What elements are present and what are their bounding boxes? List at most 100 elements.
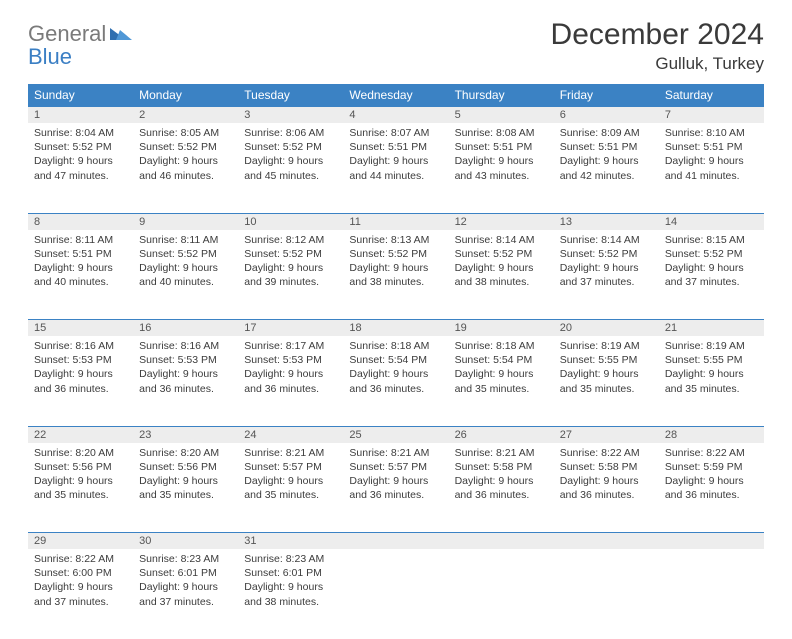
day-content-cell: Sunrise: 8:06 AMSunset: 5:52 PMDaylight:… bbox=[238, 123, 343, 213]
sunrise-line: Sunrise: 8:07 AM bbox=[349, 126, 442, 140]
day-number-cell: 22 bbox=[28, 426, 133, 443]
sunrise-line: Sunrise: 8:17 AM bbox=[244, 339, 337, 353]
daylight-line1: Daylight: 9 hours bbox=[560, 261, 653, 275]
sunset-line: Sunset: 6:00 PM bbox=[34, 566, 127, 580]
day-number-cell bbox=[449, 533, 554, 550]
daylight-line2: and 36 minutes. bbox=[349, 382, 442, 396]
day-number-cell bbox=[343, 533, 448, 550]
day-content-cell: Sunrise: 8:23 AMSunset: 6:01 PMDaylight:… bbox=[133, 549, 238, 639]
sunrise-line: Sunrise: 8:18 AM bbox=[455, 339, 548, 353]
day-content-cell: Sunrise: 8:09 AMSunset: 5:51 PMDaylight:… bbox=[554, 123, 659, 213]
day-content-cell: Sunrise: 8:20 AMSunset: 5:56 PMDaylight:… bbox=[28, 443, 133, 533]
day-content-cell: Sunrise: 8:11 AMSunset: 5:52 PMDaylight:… bbox=[133, 230, 238, 320]
day-content-cell: Sunrise: 8:12 AMSunset: 5:52 PMDaylight:… bbox=[238, 230, 343, 320]
day-number-cell: 30 bbox=[133, 533, 238, 550]
sunset-line: Sunset: 5:58 PM bbox=[560, 460, 653, 474]
daylight-line2: and 37 minutes. bbox=[665, 275, 758, 289]
day-number-cell: 4 bbox=[343, 107, 448, 124]
sunrise-line: Sunrise: 8:19 AM bbox=[665, 339, 758, 353]
sunset-line: Sunset: 5:54 PM bbox=[349, 353, 442, 367]
logo-line1: General bbox=[28, 21, 106, 46]
daylight-line1: Daylight: 9 hours bbox=[244, 367, 337, 381]
daylight-line2: and 39 minutes. bbox=[244, 275, 337, 289]
sunrise-line: Sunrise: 8:06 AM bbox=[244, 126, 337, 140]
daylight-line2: and 38 minutes. bbox=[455, 275, 548, 289]
daynum-row: 1234567 bbox=[28, 107, 764, 124]
content-row: Sunrise: 8:11 AMSunset: 5:51 PMDaylight:… bbox=[28, 230, 764, 320]
daylight-line1: Daylight: 9 hours bbox=[455, 367, 548, 381]
sunrise-line: Sunrise: 8:10 AM bbox=[665, 126, 758, 140]
day-content-cell: Sunrise: 8:22 AMSunset: 6:00 PMDaylight:… bbox=[28, 549, 133, 639]
daylight-line1: Daylight: 9 hours bbox=[244, 580, 337, 594]
sunset-line: Sunset: 5:56 PM bbox=[34, 460, 127, 474]
sunrise-line: Sunrise: 8:08 AM bbox=[455, 126, 548, 140]
sunset-line: Sunset: 5:51 PM bbox=[560, 140, 653, 154]
day-content-cell: Sunrise: 8:17 AMSunset: 5:53 PMDaylight:… bbox=[238, 336, 343, 426]
col-wednesday: Wednesday bbox=[343, 84, 448, 107]
day-number-cell bbox=[554, 533, 659, 550]
logo-text: General Blue bbox=[28, 22, 106, 68]
day-content-cell: Sunrise: 8:14 AMSunset: 5:52 PMDaylight:… bbox=[449, 230, 554, 320]
daylight-line2: and 35 minutes. bbox=[455, 382, 548, 396]
sunset-line: Sunset: 5:56 PM bbox=[139, 460, 232, 474]
day-number-cell: 16 bbox=[133, 320, 238, 337]
day-number-cell: 29 bbox=[28, 533, 133, 550]
calendar-table: Sunday Monday Tuesday Wednesday Thursday… bbox=[28, 84, 764, 639]
day-number-cell: 19 bbox=[449, 320, 554, 337]
logo-triangle-icon bbox=[110, 26, 132, 42]
day-number-cell: 31 bbox=[238, 533, 343, 550]
day-content-cell: Sunrise: 8:18 AMSunset: 5:54 PMDaylight:… bbox=[343, 336, 448, 426]
day-number-cell: 17 bbox=[238, 320, 343, 337]
daylight-line2: and 40 minutes. bbox=[139, 275, 232, 289]
day-number-cell: 8 bbox=[28, 213, 133, 230]
header: General Blue December 2024 Gulluk, Turke… bbox=[28, 18, 764, 74]
col-friday: Friday bbox=[554, 84, 659, 107]
day-number-cell: 21 bbox=[659, 320, 764, 337]
daylight-line2: and 35 minutes. bbox=[560, 382, 653, 396]
sunrise-line: Sunrise: 8:23 AM bbox=[244, 552, 337, 566]
day-content-cell: Sunrise: 8:16 AMSunset: 5:53 PMDaylight:… bbox=[28, 336, 133, 426]
logo-line2: Blue bbox=[28, 44, 72, 69]
day-header-row: Sunday Monday Tuesday Wednesday Thursday… bbox=[28, 84, 764, 107]
day-content-cell bbox=[343, 549, 448, 639]
daylight-line1: Daylight: 9 hours bbox=[139, 261, 232, 275]
day-content-cell: Sunrise: 8:13 AMSunset: 5:52 PMDaylight:… bbox=[343, 230, 448, 320]
daylight-line2: and 37 minutes. bbox=[34, 595, 127, 609]
day-number-cell: 3 bbox=[238, 107, 343, 124]
day-number-cell: 28 bbox=[659, 426, 764, 443]
content-row: Sunrise: 8:22 AMSunset: 6:00 PMDaylight:… bbox=[28, 549, 764, 639]
day-number-cell: 9 bbox=[133, 213, 238, 230]
day-content-cell: Sunrise: 8:22 AMSunset: 5:58 PMDaylight:… bbox=[554, 443, 659, 533]
sunset-line: Sunset: 5:57 PM bbox=[349, 460, 442, 474]
daylight-line1: Daylight: 9 hours bbox=[139, 580, 232, 594]
sunset-line: Sunset: 6:01 PM bbox=[244, 566, 337, 580]
daylight-line2: and 47 minutes. bbox=[34, 169, 127, 183]
col-sunday: Sunday bbox=[28, 84, 133, 107]
sunrise-line: Sunrise: 8:21 AM bbox=[455, 446, 548, 460]
sunrise-line: Sunrise: 8:22 AM bbox=[560, 446, 653, 460]
day-number-cell: 27 bbox=[554, 426, 659, 443]
sunrise-line: Sunrise: 8:12 AM bbox=[244, 233, 337, 247]
sunset-line: Sunset: 5:54 PM bbox=[455, 353, 548, 367]
daylight-line1: Daylight: 9 hours bbox=[139, 474, 232, 488]
daylight-line1: Daylight: 9 hours bbox=[244, 154, 337, 168]
day-number-cell: 24 bbox=[238, 426, 343, 443]
day-number-cell bbox=[659, 533, 764, 550]
content-row: Sunrise: 8:16 AMSunset: 5:53 PMDaylight:… bbox=[28, 336, 764, 426]
day-content-cell: Sunrise: 8:19 AMSunset: 5:55 PMDaylight:… bbox=[554, 336, 659, 426]
daylight-line2: and 41 minutes. bbox=[665, 169, 758, 183]
sunrise-line: Sunrise: 8:04 AM bbox=[34, 126, 127, 140]
day-content-cell: Sunrise: 8:11 AMSunset: 5:51 PMDaylight:… bbox=[28, 230, 133, 320]
sunrise-line: Sunrise: 8:15 AM bbox=[665, 233, 758, 247]
sunrise-line: Sunrise: 8:11 AM bbox=[34, 233, 127, 247]
day-content-cell: Sunrise: 8:15 AMSunset: 5:52 PMDaylight:… bbox=[659, 230, 764, 320]
col-tuesday: Tuesday bbox=[238, 84, 343, 107]
day-number-cell: 11 bbox=[343, 213, 448, 230]
month-title: December 2024 bbox=[551, 18, 764, 52]
sunset-line: Sunset: 5:52 PM bbox=[349, 247, 442, 261]
sunrise-line: Sunrise: 8:23 AM bbox=[139, 552, 232, 566]
day-content-cell bbox=[554, 549, 659, 639]
logo: General Blue bbox=[28, 22, 132, 68]
day-content-cell: Sunrise: 8:07 AMSunset: 5:51 PMDaylight:… bbox=[343, 123, 448, 213]
daylight-line2: and 43 minutes. bbox=[455, 169, 548, 183]
